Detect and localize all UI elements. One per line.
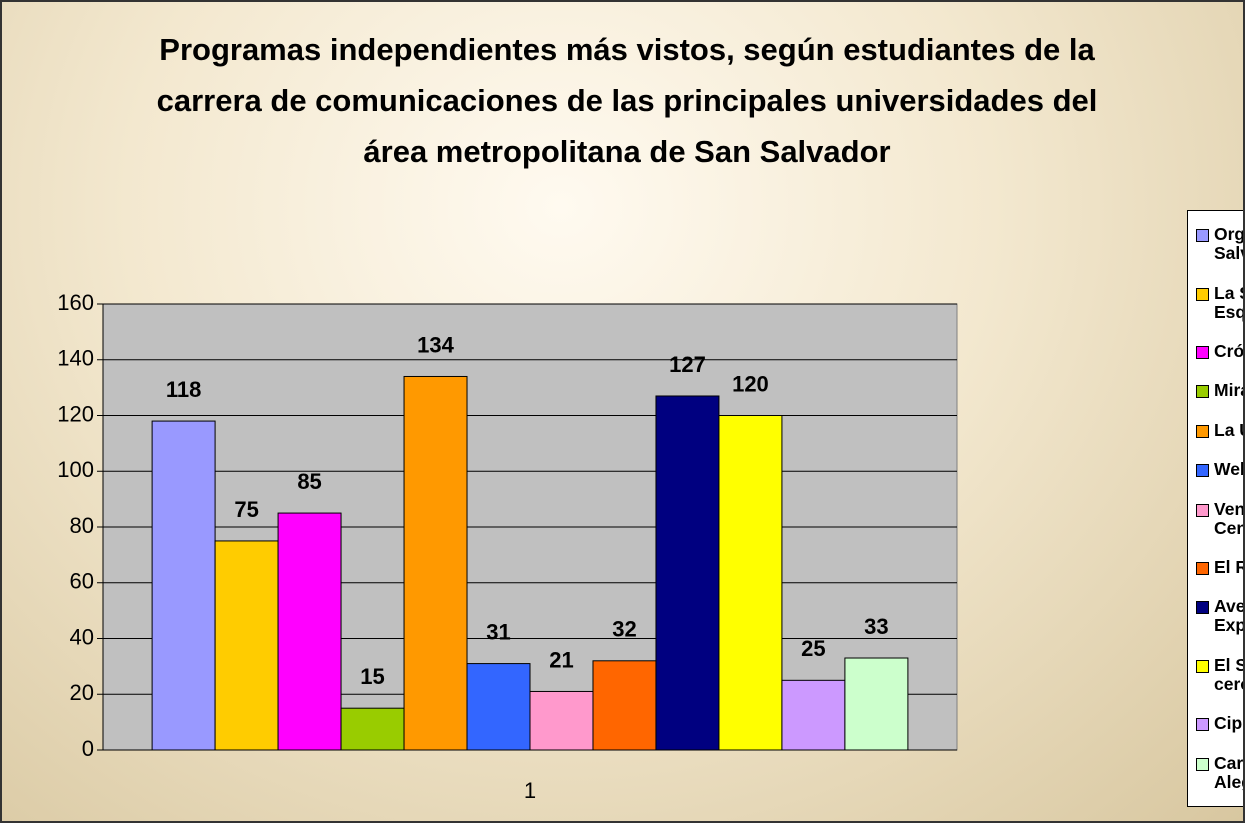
legend-label: La Súper Esquina — [1214, 282, 1245, 322]
legend-swatch — [1196, 601, 1209, 615]
legend-item: Orgullosamente Salvadoreño — [1196, 224, 1245, 264]
bar — [340, 707, 405, 751]
legend-label: El Salvador de cerca — [1214, 654, 1243, 694]
legend-swatch — [1196, 424, 1209, 438]
legend-item: Crónicas — [1196, 341, 1245, 362]
data-label: 127 — [669, 352, 706, 377]
bar — [781, 679, 846, 751]
data-label: 118 — [166, 377, 202, 402]
y-tick-label: 100 — [57, 457, 94, 482]
y-tick-label: 0 — [82, 736, 94, 761]
data-label: 25 — [801, 636, 825, 661]
legend-item: Miradas — [1196, 380, 1243, 401]
data-label: 134 — [417, 332, 454, 357]
legend-swatch — [1196, 659, 1209, 673]
data-label: 31 — [486, 619, 510, 644]
data-label: 85 — [297, 469, 321, 494]
bar — [214, 540, 279, 751]
legend-label: Caravana de la Alegría — [1214, 752, 1244, 792]
legend-item: Aventura Explorer — [1196, 596, 1245, 636]
y-tick-label: 40 — [70, 624, 94, 649]
legend-label: Ventana Centroamericama — [1214, 498, 1245, 538]
bar — [718, 415, 783, 751]
bar — [403, 375, 468, 751]
data-label: 32 — [612, 617, 636, 642]
y-tick-label: 20 — [70, 680, 94, 705]
chart-title: Programas independientes más vistos, seg… — [156, 32, 1098, 169]
legend-swatch — [1196, 757, 1209, 771]
legend-label: Cipotoons — [1214, 713, 1243, 734]
data-label: 120 — [732, 371, 769, 396]
bar — [844, 657, 909, 751]
legend-item: Ventana Centroamericama — [1196, 498, 1245, 538]
bar — [529, 690, 594, 751]
legend-item: El Reto — [1196, 557, 1243, 578]
legend-item: Web TV — [1196, 459, 1243, 480]
legend-item: La Urbe — [1196, 419, 1243, 440]
legend-swatch — [1196, 385, 1209, 399]
legend-swatch — [1196, 464, 1209, 478]
y-tick-label: 140 — [57, 346, 94, 371]
y-tick-label: 160 — [57, 290, 94, 315]
legend-swatch — [1196, 503, 1209, 517]
legend-label: Aventura Explorer — [1214, 596, 1245, 636]
legend-label: Crónicas — [1214, 341, 1245, 362]
legend-item: Cipotoons — [1196, 713, 1243, 734]
data-label: 33 — [864, 614, 888, 639]
data-label: 75 — [234, 497, 258, 522]
y-tick-label: 120 — [57, 401, 94, 426]
bar — [466, 663, 531, 751]
data-label: 15 — [360, 664, 384, 689]
legend-item: La Súper Esquina — [1196, 282, 1245, 322]
legend-label: La Urbe — [1214, 419, 1243, 440]
x-tick-label: 1 — [524, 778, 536, 803]
bar — [277, 512, 342, 751]
bar — [655, 395, 720, 751]
legend-swatch — [1196, 229, 1209, 243]
bar — [151, 420, 216, 751]
legend: Orgullosamente Salvadoreño La Súper Esqui… — [1187, 210, 1245, 807]
data-label: 21 — [549, 647, 573, 672]
legend-label: Orgullosamente Salvadoreño — [1214, 224, 1245, 264]
y-tick-label: 80 — [70, 513, 94, 538]
bar — [592, 660, 657, 751]
y-tick-label: 60 — [70, 569, 94, 594]
legend-item: Caravana de la Alegría — [1196, 752, 1244, 792]
legend-label: El Reto — [1214, 557, 1243, 578]
legend-swatch — [1196, 562, 1209, 576]
legend-label: Web TV — [1214, 459, 1243, 480]
legend-item: El Salvador de cerca — [1196, 654, 1243, 694]
legend-swatch — [1196, 346, 1209, 360]
legend-label: Miradas — [1214, 380, 1243, 401]
legend-swatch — [1196, 287, 1209, 301]
legend-swatch — [1196, 718, 1209, 732]
